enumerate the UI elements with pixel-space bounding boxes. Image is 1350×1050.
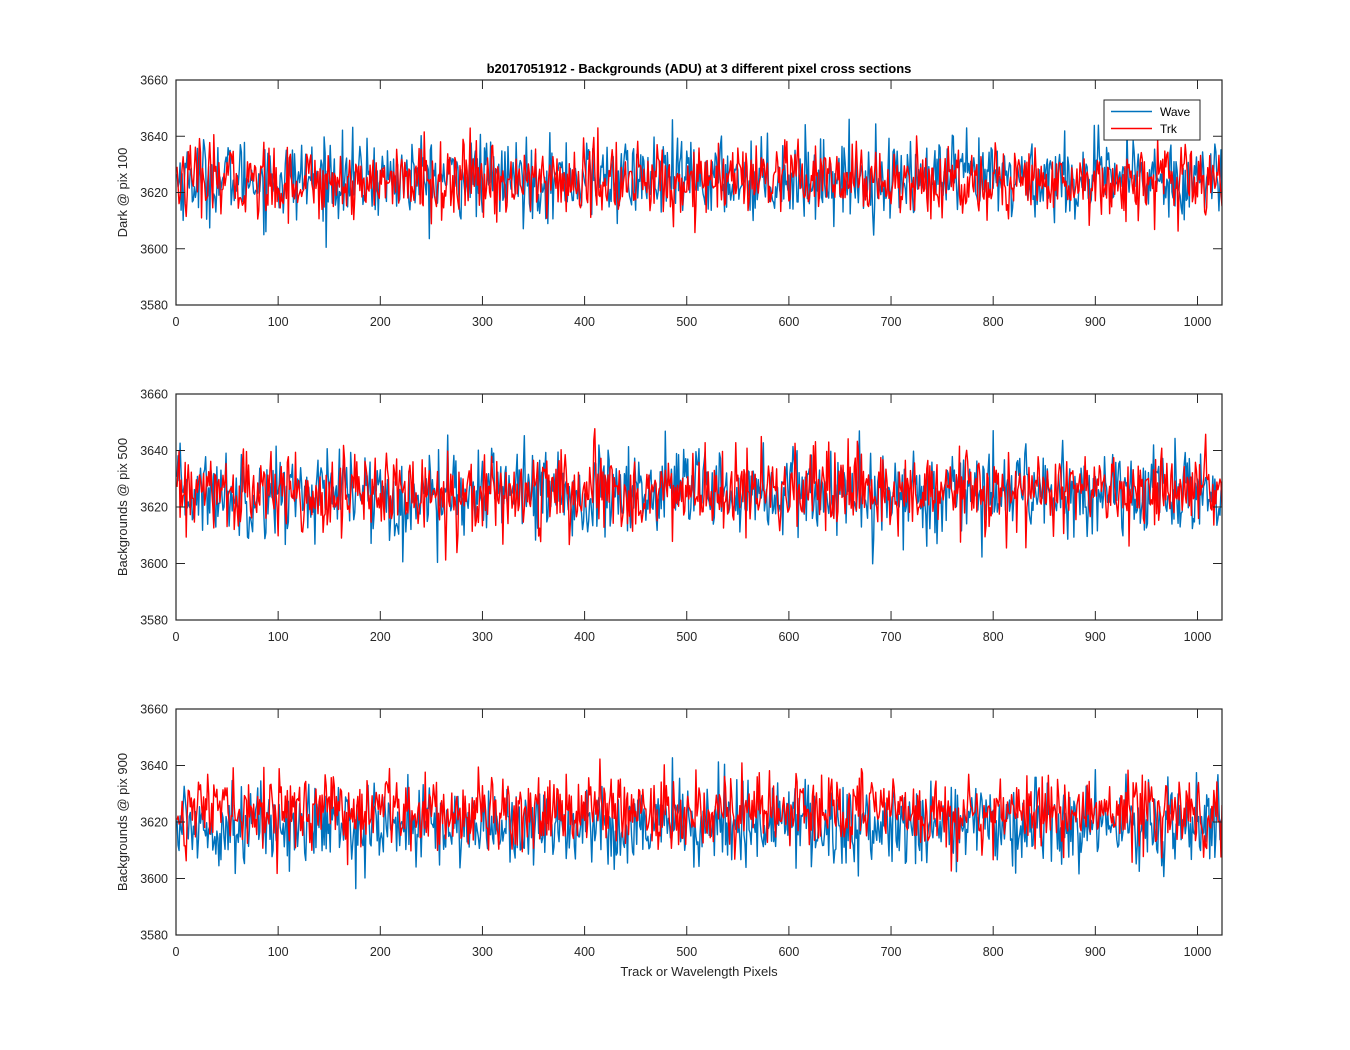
subplot-2: 0 100 200 300 400 500 600 700 800 900 1000 3580 3600… xyxy=(115,388,1223,644)
x-tick-label: 300 xyxy=(472,315,493,329)
x-tick-label: 600 xyxy=(778,630,799,644)
x-tick-label: 200 xyxy=(370,945,391,959)
subplot-3: 0 100 200 300 400 500 600 700 800 900 1000 3580 3600… xyxy=(115,703,1223,959)
legend-box xyxy=(1103,99,1201,141)
series-line-trk xyxy=(176,758,1222,875)
x-tick-label: 100 xyxy=(268,315,289,329)
legend-label-trk: Trk xyxy=(1160,122,1178,136)
y-tick-label: 3640 xyxy=(140,444,168,458)
x-tick-label: 400 xyxy=(574,945,595,959)
x-tick-label: 700 xyxy=(881,315,902,329)
x-tick-label: 0 xyxy=(173,630,180,644)
y-tick-label: 3660 xyxy=(140,74,168,88)
x-tick-label: 800 xyxy=(983,945,1004,959)
x-tick-label: 100 xyxy=(268,945,289,959)
x-tick-label: 0 xyxy=(173,945,180,959)
x-tick-label: 400 xyxy=(574,630,595,644)
series-line-trk xyxy=(176,428,1222,561)
x-tick-label: 400 xyxy=(574,315,595,329)
x-tick-label: 900 xyxy=(1085,945,1106,959)
y-tick-label: 3620 xyxy=(140,501,168,515)
figure-title: b2017051912 - Backgrounds (ADU) at 3 dif… xyxy=(487,61,912,76)
series-line-trk xyxy=(176,127,1222,234)
x-tick-label: 700 xyxy=(881,630,902,644)
y-axis-label: Backgrounds @ pix 900 xyxy=(115,753,130,891)
x-tick-label: 0 xyxy=(173,315,180,329)
y-tick-label: 3600 xyxy=(140,557,168,571)
x-tick-label: 300 xyxy=(472,630,493,644)
x-axis-label: Track or Wavelength Pixels xyxy=(620,964,778,979)
x-tick-label: 900 xyxy=(1085,315,1106,329)
y-tick-label: 3620 xyxy=(140,816,168,830)
legend-label-wave: Wave xyxy=(1160,105,1191,119)
y-tick-label: 3660 xyxy=(140,388,168,402)
x-tick-label: 500 xyxy=(676,945,697,959)
y-tick-label: 3640 xyxy=(140,130,168,144)
y-axis-label: Backgrounds @ pix 500 xyxy=(115,438,130,576)
y-tick-label: 3660 xyxy=(140,703,168,717)
legend: Wave Trk xyxy=(1103,99,1201,141)
x-tick-label: 1000 xyxy=(1184,315,1212,329)
x-tick-label: 200 xyxy=(370,315,391,329)
y-tick-label: 3620 xyxy=(140,186,168,200)
x-tick-label: 600 xyxy=(778,315,799,329)
y-tick-label: 3600 xyxy=(140,242,168,256)
x-tick-label: 800 xyxy=(983,315,1004,329)
x-tick-label: 600 xyxy=(778,945,799,959)
x-tick-label: 900 xyxy=(1085,630,1106,644)
y-tick-label: 3640 xyxy=(140,759,168,773)
y-tick-label: 3600 xyxy=(140,872,168,886)
y-tick-label: 3580 xyxy=(140,929,168,943)
y-tick-label: 3580 xyxy=(140,614,168,628)
x-tick-label: 500 xyxy=(676,315,697,329)
y-tick-label: 3580 xyxy=(140,299,168,313)
x-tick-label: 700 xyxy=(881,945,902,959)
x-tick-label: 100 xyxy=(268,630,289,644)
x-tick-label: 300 xyxy=(472,945,493,959)
x-tick-label: 800 xyxy=(983,630,1004,644)
axes-host: 0 100 200 300 400 500 600 700 800 900 100035803600… xyxy=(115,74,1223,959)
x-tick-label: 1000 xyxy=(1184,630,1212,644)
x-tick-label: 500 xyxy=(676,630,697,644)
x-tick-label: 200 xyxy=(370,630,391,644)
subplot-1: 0 100 200 300 400 500 600 700 800 900 1000 3580 3600… xyxy=(115,74,1223,329)
x-tick-label: 1000 xyxy=(1184,945,1212,959)
y-axis-label: Dark @ pix 100 xyxy=(115,148,130,238)
